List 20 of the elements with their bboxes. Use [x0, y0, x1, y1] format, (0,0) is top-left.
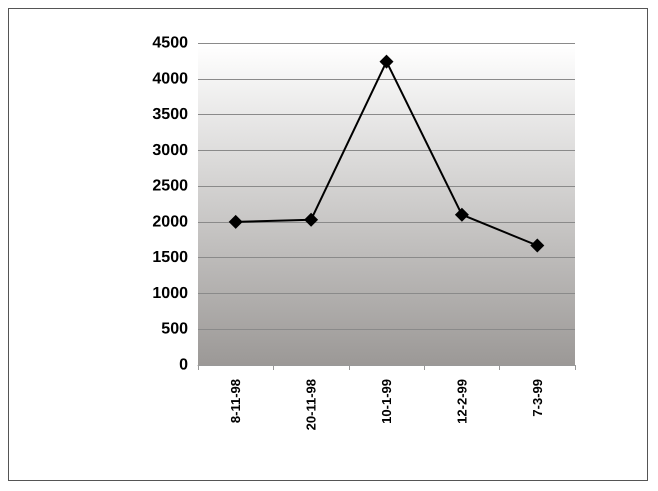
x-tick-label: 7-3-99 — [530, 379, 545, 417]
x-tick-label: 8-11-98 — [228, 379, 244, 424]
y-tick-label: 0 — [179, 356, 188, 374]
y-tick-label: 3000 — [152, 142, 188, 159]
y-tick-label: 4500 — [152, 34, 188, 52]
y-tick-label: 4000 — [152, 70, 188, 88]
x-tick-label: 12-2-99 — [454, 379, 470, 424]
y-tick-label: 2000 — [152, 213, 188, 230]
point — [454, 208, 469, 222]
point — [228, 214, 243, 229]
point — [530, 238, 544, 252]
y-tick-label: 1500 — [152, 249, 188, 266]
y-tick-label: 1000 — [152, 284, 188, 302]
y-tick-label: 2500 — [152, 178, 188, 195]
x-tick-label: 20-11-98 — [304, 379, 319, 430]
point — [304, 212, 318, 227]
y-tick-label: 3500 — [152, 106, 188, 124]
point — [380, 54, 394, 69]
x-tick-label: 10-1-99 — [379, 379, 394, 424]
y-tick-label: 500 — [161, 320, 188, 338]
